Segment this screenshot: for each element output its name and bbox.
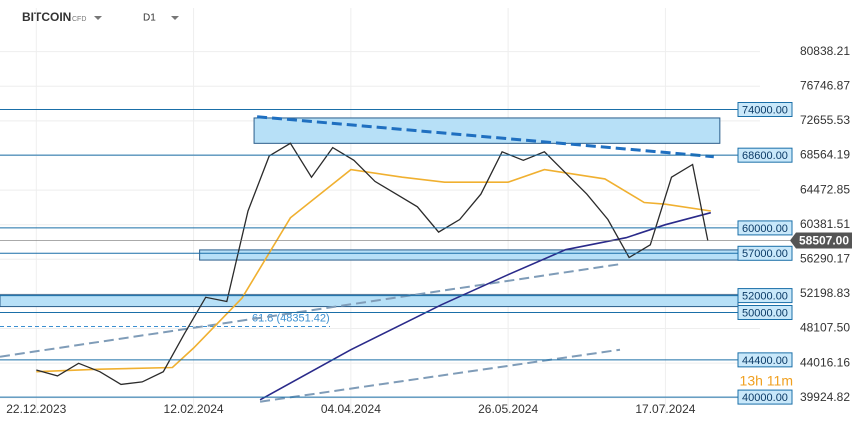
y-tick-label: 68564.19 bbox=[800, 148, 850, 162]
timer: 13h 11m bbox=[740, 373, 793, 389]
level-box bbox=[737, 389, 793, 405]
x-tick-label: 17.07.2024 bbox=[635, 402, 695, 416]
level-box bbox=[737, 288, 793, 304]
level-box bbox=[737, 102, 793, 117]
zone bbox=[0, 294, 739, 308]
y-tick-label: 39924.82 bbox=[800, 390, 850, 404]
level-box bbox=[737, 220, 793, 236]
level-label: 68600.00 bbox=[742, 150, 788, 162]
level-box bbox=[737, 245, 793, 261]
y-tick-label: 64472.85 bbox=[800, 182, 850, 196]
trendline bbox=[259, 348, 621, 403]
price-line bbox=[36, 142, 709, 386]
level-label: 57000.00 bbox=[742, 248, 788, 260]
symbol-dropdown[interactable] bbox=[94, 16, 102, 20]
x-tick-label: 26.05.2024 bbox=[478, 402, 538, 416]
current-price-label: 58507.00 bbox=[799, 234, 849, 248]
y-tick-label: 56290.17 bbox=[800, 251, 850, 265]
level-box bbox=[737, 147, 793, 163]
x-tick-label: 22.12.2023 bbox=[6, 402, 66, 416]
trendline bbox=[256, 115, 714, 159]
zone bbox=[253, 117, 721, 144]
level-box bbox=[737, 352, 793, 368]
symbol-type: CFD bbox=[72, 16, 86, 23]
timeframe[interactable]: D1 bbox=[143, 13, 156, 24]
trendline bbox=[0, 262, 624, 358]
y-tick-label: 52198.83 bbox=[800, 286, 850, 300]
moving-average bbox=[36, 168, 711, 373]
timeframe-dropdown[interactable] bbox=[171, 16, 179, 20]
y-tick-label: 76746.87 bbox=[800, 78, 850, 92]
level-box bbox=[737, 305, 793, 320]
y-tick-label: 48107.50 bbox=[800, 321, 850, 335]
level-label: 40000.00 bbox=[742, 392, 788, 404]
y-tick-label: 72655.53 bbox=[800, 113, 850, 127]
y-tick-label: 60381.51 bbox=[800, 217, 850, 231]
x-tick-label: 04.04.2024 bbox=[321, 402, 381, 416]
zone bbox=[199, 249, 739, 261]
level-label: 50000.00 bbox=[742, 307, 788, 319]
level-label: 60000.00 bbox=[742, 223, 788, 235]
current-price-tag bbox=[790, 232, 852, 249]
level-label: 44400.00 bbox=[742, 355, 788, 367]
level-label: 52000.00 bbox=[742, 290, 788, 302]
y-tick-label: 44016.16 bbox=[800, 355, 850, 369]
moving-average bbox=[259, 211, 712, 401]
y-tick-label: 80838.21 bbox=[800, 44, 850, 58]
x-tick-label: 12.02.2024 bbox=[164, 402, 224, 416]
level-label: 74000.00 bbox=[742, 104, 788, 116]
symbol: BITCOIN bbox=[22, 10, 71, 24]
